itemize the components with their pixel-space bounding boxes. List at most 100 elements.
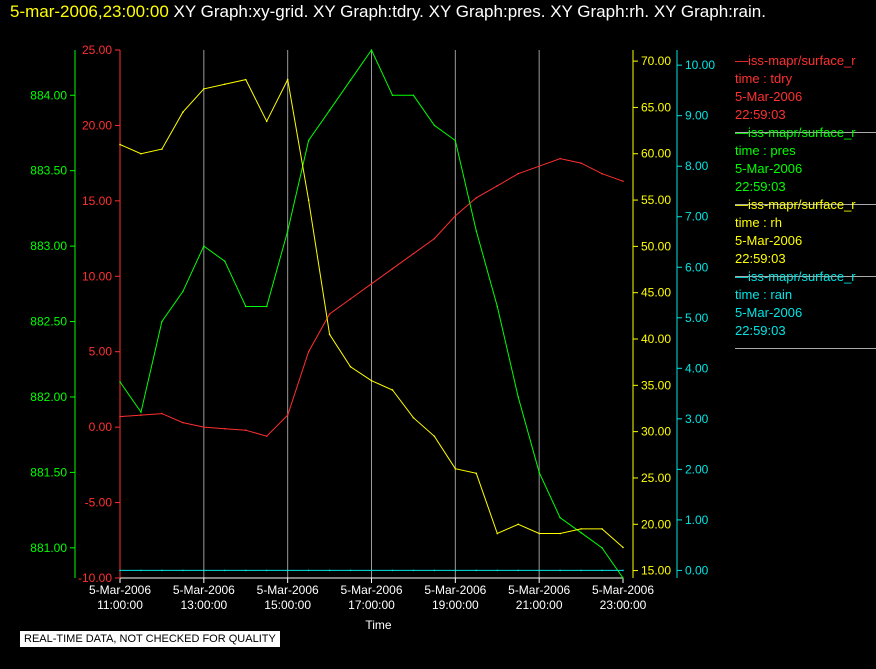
data-point-rain	[412, 569, 415, 572]
data-point-tdry	[161, 412, 163, 415]
legend-tdry-line2: 5-Mar-2006	[735, 89, 803, 104]
data-point-pres	[496, 305, 499, 308]
data-point-tdry	[140, 414, 142, 416]
data-point-rain	[349, 569, 352, 572]
data-point-tdry	[538, 165, 540, 167]
y-tick-label-rain: 6.00	[685, 260, 709, 274]
data-point-rh	[370, 379, 373, 382]
data-point-rain	[496, 569, 499, 572]
data-point-pres	[412, 94, 415, 97]
legend-tdry: —iss-mapr/surface_r time : tdry 5-Mar-20…	[735, 52, 876, 133]
legend-tdry-line1: time : tdry	[735, 71, 793, 86]
x-tick-label-time: 13:00:00	[180, 598, 227, 612]
data-point-rain	[454, 569, 457, 572]
data-point-rain	[370, 569, 373, 572]
data-point-pres	[328, 109, 331, 112]
y-tick-label-rain: 0.00	[685, 563, 709, 577]
data-point-pres	[286, 230, 289, 232]
data-point-rain	[622, 569, 624, 572]
data-point-rh	[412, 416, 415, 419]
data-point-tdry	[307, 350, 310, 353]
legend-tdry-line3: 22:59:03	[735, 107, 786, 122]
y-tick-label-rain: 8.00	[685, 159, 709, 173]
data-point-rh	[119, 143, 121, 146]
data-point-pres	[538, 471, 540, 474]
data-point-tdry	[475, 197, 478, 199]
x-tick-label-time: 11:00:00	[97, 598, 143, 612]
data-point-rh	[454, 467, 457, 470]
legend-rh-line3: 22:59:03	[735, 251, 786, 266]
data-point-pres	[622, 577, 624, 579]
y-tick-label-pres: 882.00	[30, 390, 67, 404]
data-point-rain	[433, 569, 436, 572]
data-point-pres	[307, 139, 310, 142]
data-point-rain	[601, 569, 603, 572]
data-point-tdry	[622, 180, 624, 183]
x-tick-label-date: 5-Mar-2006	[340, 583, 402, 597]
data-point-rh	[391, 389, 394, 391]
legend-tdry-name: —iss-mapr/surface_r	[735, 53, 856, 68]
y-tick-label-rh: 40.00	[641, 332, 671, 346]
data-point-pres	[265, 305, 268, 308]
data-point-rain	[119, 569, 121, 572]
data-point-tdry	[559, 157, 561, 160]
legend-rain: —iss-mapr/surface_r time : rain 5-Mar-20…	[735, 268, 876, 349]
y-tick-label-rain: 5.00	[685, 311, 709, 325]
data-point-rain	[580, 569, 582, 572]
x-axis-title: Time	[365, 618, 392, 632]
data-point-rain	[328, 569, 331, 572]
data-point-rain	[286, 569, 289, 572]
data-point-rh	[517, 523, 520, 526]
y-tick-label-rain: 1.00	[685, 513, 709, 527]
legend-rh: —iss-mapr/surface_r time : rh 5-Mar-2006…	[735, 196, 876, 277]
data-point-rh	[286, 78, 289, 81]
data-point-rh	[223, 83, 226, 86]
y-tick-label-tdry: 5.00	[89, 345, 113, 359]
data-point-pres	[349, 79, 352, 81]
data-point-tdry	[328, 313, 331, 315]
x-tick-label-date: 5-Mar-2006	[257, 583, 319, 597]
x-tick-label-date: 5-Mar-2006	[592, 583, 654, 597]
data-point-rh	[433, 435, 436, 438]
data-point-pres	[119, 381, 121, 383]
data-point-rain	[203, 569, 205, 572]
data-point-rain	[538, 569, 540, 572]
y-tick-label-rain: 7.00	[685, 210, 709, 224]
data-point-rh	[203, 88, 205, 90]
legend-pres-line3: 22:59:03	[735, 179, 786, 194]
data-point-tdry	[412, 252, 415, 255]
legend-pres: —iss-mapr/surface_r time : pres 5-Mar-20…	[735, 124, 876, 205]
data-point-pres	[580, 531, 582, 534]
x-tick-label-time: 19:00:00	[432, 598, 479, 612]
data-point-rh	[182, 111, 184, 113]
legend-pres-name: —iss-mapr/surface_r	[735, 125, 856, 140]
y-tick-label-rh: 55.00	[641, 193, 671, 207]
graph-header: 5-mar-2006,23:00:00 XY Graph:xy-grid. XY…	[10, 2, 766, 22]
data-point-pres	[203, 245, 205, 247]
legend-rain-name: —iss-mapr/surface_r	[735, 269, 856, 284]
data-point-rain	[265, 569, 268, 572]
y-tick-label-rain: 9.00	[685, 109, 709, 123]
x-tick-label-date: 5-Mar-2006	[89, 583, 151, 597]
data-point-rh	[140, 152, 142, 155]
data-point-rh	[328, 333, 331, 336]
y-tick-label-tdry: -5.00	[85, 496, 113, 510]
data-point-pres	[559, 516, 561, 519]
data-point-rain	[140, 569, 142, 572]
legend-rh-line2: 5-Mar-2006	[735, 233, 803, 248]
data-point-pres	[370, 49, 373, 51]
x-tick-label-time: 15:00:00	[264, 598, 311, 612]
legend-rh-name: —iss-mapr/surface_r	[735, 197, 856, 212]
y-tick-label-rh: 65.00	[641, 100, 671, 114]
data-point-tdry	[265, 435, 268, 437]
y-tick-label-rh: 50.00	[641, 239, 671, 253]
data-point-rain	[182, 569, 184, 572]
data-point-rh	[349, 366, 352, 368]
data-point-rh	[307, 199, 310, 201]
data-point-rain	[307, 569, 310, 572]
y-tick-label-pres: 881.50	[30, 465, 67, 479]
data-point-tdry	[433, 237, 436, 240]
data-point-tdry	[580, 162, 582, 164]
data-point-pres	[244, 305, 247, 308]
